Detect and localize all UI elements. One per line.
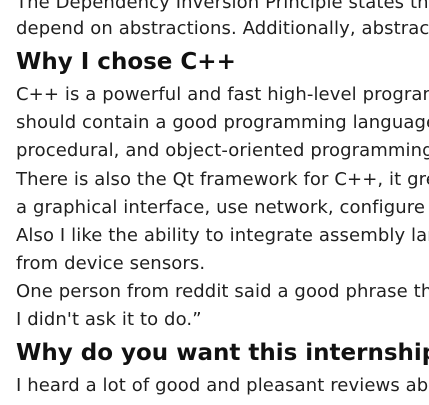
paragraph-line: a graphical interface, use network, conf…: [16, 197, 429, 218]
paragraph-line: There is also the Qt framework for C++, …: [16, 169, 429, 190]
paragraph-line: The Dependency Inversion Principle state…: [16, 0, 429, 13]
paragraph-line: I didn't ask it to do.”: [16, 309, 202, 330]
section-heading-why-cpp: Why I chose C++: [16, 49, 236, 75]
paragraph-line: One person from reddit said a good phras…: [16, 281, 429, 302]
paragraph-line: should contain a good programming langua…: [16, 112, 429, 133]
paragraph-line: C++ is a powerful and fast high-level pr…: [16, 84, 429, 105]
paragraph-line: from device sensors.: [16, 253, 206, 274]
paragraph-line: depend on abstractions. Additionally, ab…: [16, 18, 429, 39]
section-heading-why-internship: Why do you want this internship?: [16, 340, 429, 366]
paragraph-line: procedural, and object-oriented programm…: [16, 140, 429, 161]
paragraph-line: Also I like the ability to integrate ass…: [16, 225, 429, 246]
paragraph-line: I heard a lot of good and pleasant revie…: [16, 375, 429, 396]
